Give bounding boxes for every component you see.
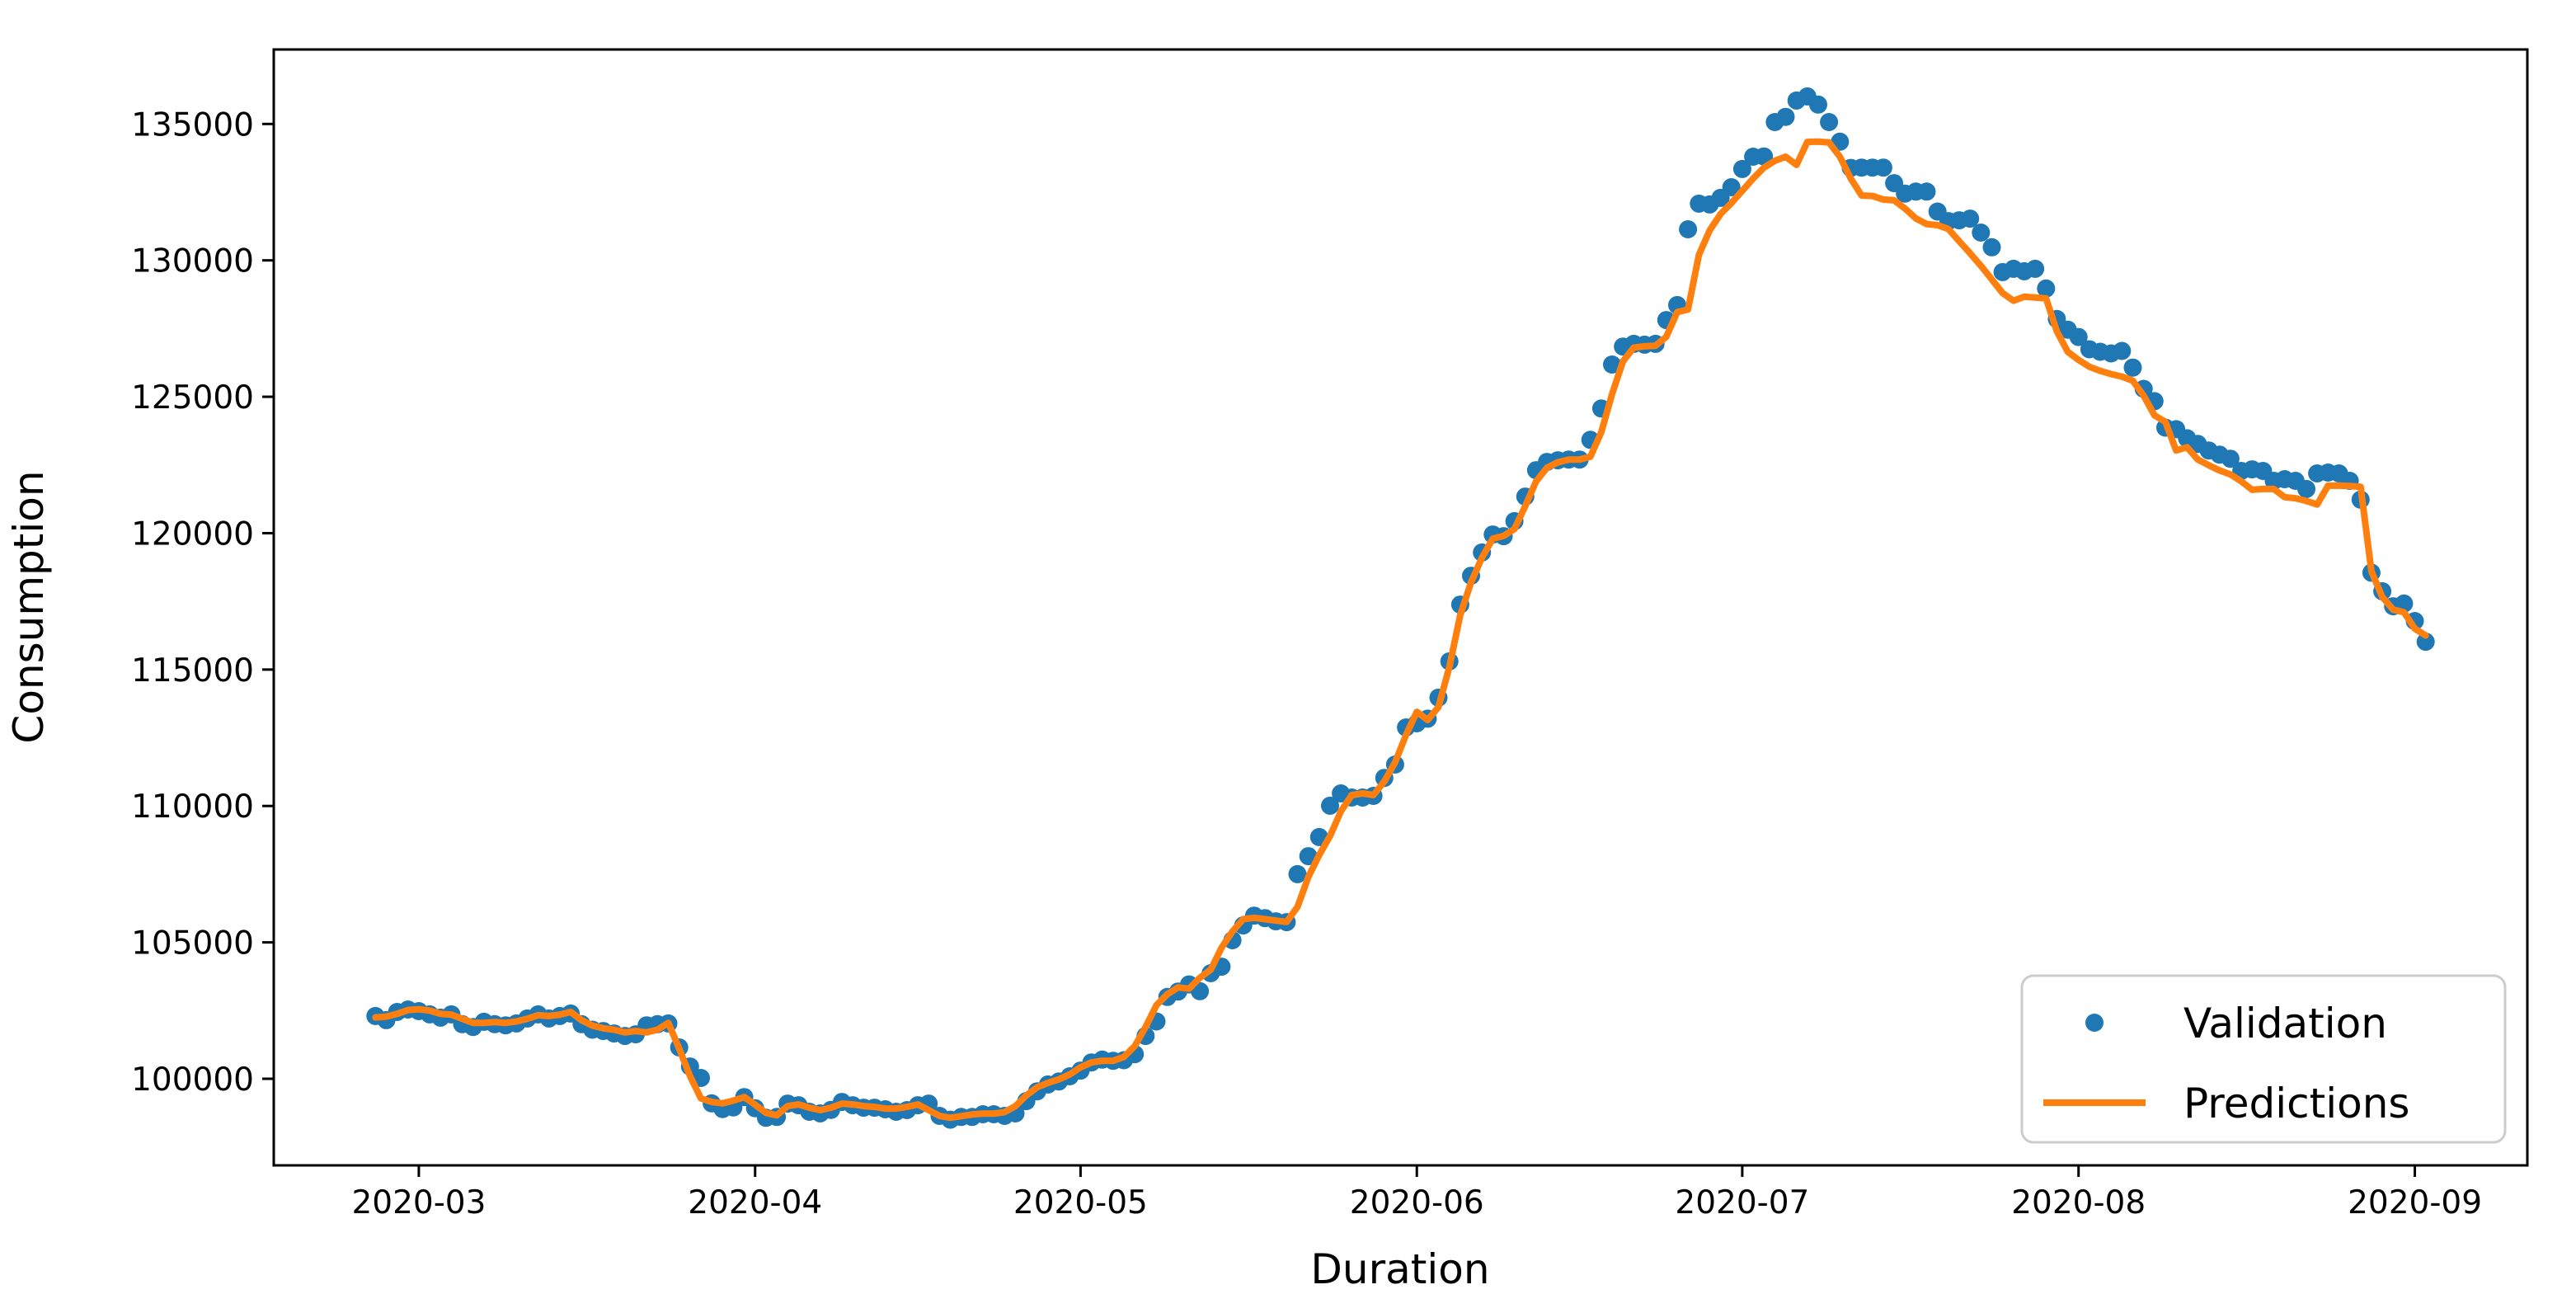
validation-point	[1321, 796, 1339, 815]
y-tick-label: 100000	[131, 1061, 254, 1099]
x-tick-label: 2020-05	[1013, 1184, 1148, 1221]
legend: Validation Predictions	[2020, 974, 2507, 1144]
validation-point	[1288, 864, 1307, 883]
validation-point	[1776, 107, 1795, 126]
x-tick-label: 2020-08	[2011, 1184, 2146, 1221]
x-tick-label: 2020-04	[688, 1184, 822, 1221]
legend-label-validation: Validation	[2183, 1000, 2387, 1047]
validation-point	[1917, 182, 1936, 201]
x-tick-label: 2020-09	[2348, 1184, 2482, 1221]
validation-point	[1961, 209, 1980, 228]
validation-point	[2297, 479, 2315, 498]
x-tick-label: 2020-06	[1350, 1184, 1484, 1221]
y-tick-label: 135000	[131, 106, 254, 144]
y-tick-label: 105000	[131, 925, 254, 962]
validation-point	[2113, 341, 2132, 360]
validation-point	[2069, 327, 2088, 346]
validation-point	[1972, 224, 1991, 242]
x-tick-label: 2020-07	[1675, 1184, 1809, 1221]
validation-point	[1873, 158, 1892, 177]
validation-point	[1679, 220, 1698, 238]
legend-label-predictions: Predictions	[2183, 1080, 2409, 1127]
y-tick-label: 125000	[131, 379, 254, 416]
y-tick-label: 110000	[131, 788, 254, 826]
validation-point	[2037, 279, 2056, 298]
y-tick-label: 120000	[131, 515, 254, 553]
validation-point	[2026, 259, 2045, 278]
y-axis-label: Consumption	[5, 470, 53, 743]
validation-point	[1732, 159, 1751, 178]
validation-point	[1820, 113, 1839, 131]
y-tick-label: 130000	[131, 243, 254, 280]
legend-marker-validation-dot-icon	[2085, 1014, 2104, 1032]
validation-point	[1809, 95, 1827, 114]
validation-point	[2221, 449, 2240, 468]
validation-point	[1982, 238, 2001, 256]
validation-point	[2123, 358, 2142, 377]
validation-point	[2416, 633, 2435, 652]
plot-area: 100000 105000 110000 115000 120000 125000 1300…	[131, 48, 2529, 1221]
predictions-line	[372, 138, 2429, 1122]
x-axis-label: Duration	[1310, 1245, 1489, 1293]
validation-point	[1722, 178, 1741, 196]
x-tick-label: 2020-03	[351, 1184, 486, 1221]
y-tick-label: 115000	[131, 652, 254, 689]
axes-spines	[272, 48, 2529, 1167]
validation-point	[1603, 355, 1621, 374]
